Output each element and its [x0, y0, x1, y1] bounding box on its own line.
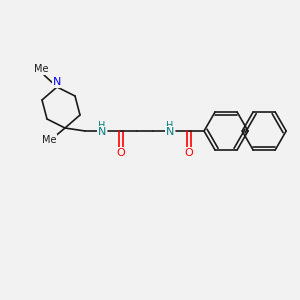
Text: N: N — [98, 127, 106, 137]
Text: O: O — [184, 148, 194, 158]
Text: Me: Me — [34, 64, 48, 74]
Text: H: H — [98, 121, 106, 131]
Text: N: N — [166, 127, 174, 137]
Text: O: O — [117, 148, 125, 158]
Text: Me: Me — [42, 135, 56, 145]
Text: N: N — [53, 77, 61, 87]
Text: H: H — [166, 121, 174, 131]
